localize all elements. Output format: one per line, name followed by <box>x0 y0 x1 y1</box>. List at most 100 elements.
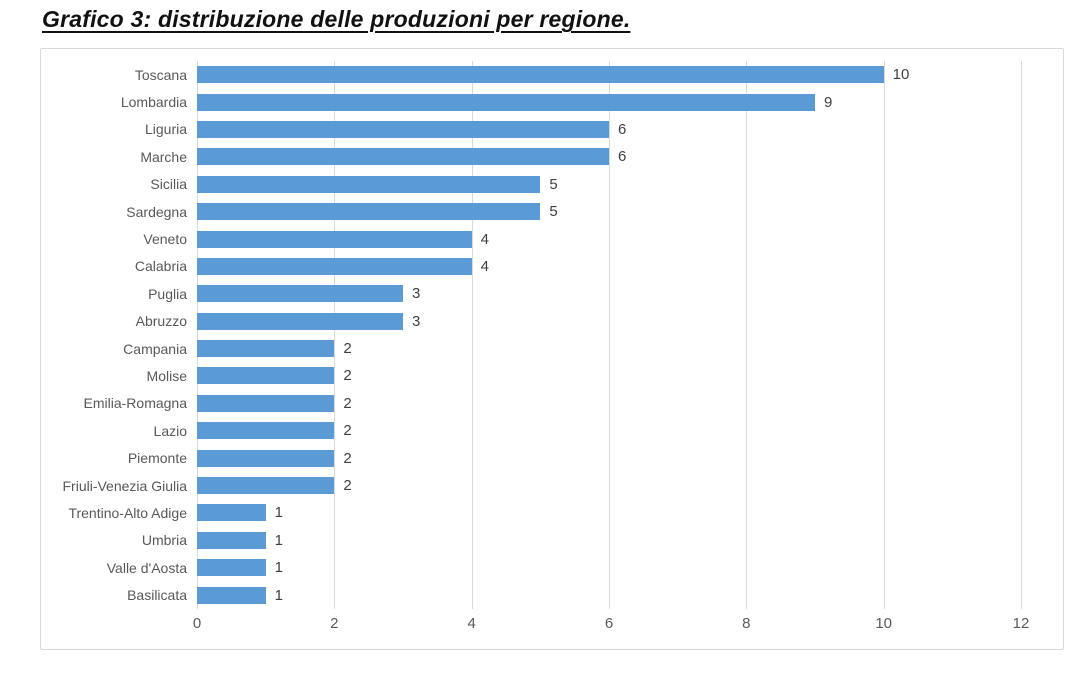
bar-row: Toscana 10 <box>41 61 1021 88</box>
bar-row: Liguria 6 <box>41 116 1021 143</box>
category-label: Marche <box>140 148 187 165</box>
value-label: 5 <box>549 175 558 193</box>
bar-row: Sicilia 5 <box>41 171 1021 198</box>
value-label: 2 <box>343 422 352 440</box>
category-label: Molise <box>146 367 187 384</box>
category-label: Toscana <box>134 66 187 83</box>
bar <box>197 367 335 385</box>
value-label: 2 <box>343 367 352 385</box>
bar-track: 2 <box>197 472 1021 499</box>
category-label: Lazio <box>153 422 187 439</box>
bar-track: 1 <box>197 499 1021 526</box>
category-label: Campania <box>123 340 187 357</box>
category-label: Piemonte <box>127 450 187 467</box>
bar <box>197 120 609 138</box>
bar-track: 9 <box>197 88 1021 115</box>
category-label: Trentino-Alto Adige <box>68 504 187 521</box>
bar-track: 10 <box>197 61 1021 88</box>
bar-track: 2 <box>197 390 1021 417</box>
bar <box>197 230 472 248</box>
bar <box>197 175 541 193</box>
category-label: Valle d'Aosta <box>106 559 187 576</box>
bar <box>197 422 335 440</box>
bar-track: 5 <box>197 198 1021 225</box>
bar <box>197 66 884 84</box>
value-label: 1 <box>274 531 283 549</box>
category-label: Puglia <box>148 285 187 302</box>
bar-row: Lazio 2 <box>41 417 1021 444</box>
bar <box>197 148 609 166</box>
bar-track: 4 <box>197 225 1021 252</box>
bar-row: Basilicata 1 <box>41 581 1021 608</box>
bar-row: Umbria 1 <box>41 527 1021 554</box>
x-tick-label: 0 <box>192 615 202 632</box>
bar-row: Valle d'Aosta 1 <box>41 554 1021 581</box>
category-label: Umbria <box>141 532 187 549</box>
x-axis: 0 2 4 6 8 10 12 <box>193 615 1030 639</box>
bar-track: 2 <box>197 444 1021 471</box>
bar-track: 1 <box>197 554 1021 581</box>
value-label: 1 <box>274 559 283 577</box>
value-label: 1 <box>274 504 283 522</box>
bar-track: 1 <box>197 527 1021 554</box>
bar-row: Emilia-Romagna 2 <box>41 390 1021 417</box>
bar-track: 4 <box>197 253 1021 280</box>
bar <box>197 504 266 522</box>
bar-chart: Toscana 10 Lombardia 9 Liguria 6 Marche 6 Sicili… <box>40 48 1064 650</box>
bar-track: 6 <box>197 116 1021 143</box>
bar <box>197 312 403 330</box>
bar-row: Piemonte 2 <box>41 444 1021 471</box>
bar <box>197 394 335 412</box>
bar <box>197 203 541 221</box>
bar-row: Campania 2 <box>41 335 1021 362</box>
category-label: Calabria <box>134 258 187 275</box>
category-label: Emilia-Romagna <box>83 395 187 412</box>
value-label: 3 <box>412 312 421 330</box>
bar-row: Molise 2 <box>41 362 1021 389</box>
category-label: Basilicata <box>127 587 187 604</box>
bar <box>197 340 335 358</box>
bar-track: 3 <box>197 308 1021 335</box>
gridline <box>1021 61 1022 609</box>
chart-title: Grafico 3: distribuzione delle produzion… <box>42 6 631 32</box>
bar-row: Trentino-Alto Adige 1 <box>41 499 1021 526</box>
bar <box>197 449 335 467</box>
bar <box>197 477 335 495</box>
category-label: Sardegna <box>126 203 187 220</box>
category-label: Friuli-Venezia Giulia <box>62 477 188 494</box>
x-tick-label: 6 <box>604 615 614 632</box>
x-tick-label: 8 <box>742 615 751 632</box>
value-label: 2 <box>343 477 352 495</box>
value-label: 6 <box>618 148 627 166</box>
bar-row: Marche 6 <box>41 143 1021 170</box>
category-label: Abruzzo <box>135 313 187 330</box>
value-label: 10 <box>892 66 910 84</box>
value-label: 2 <box>343 449 352 467</box>
value-label: 9 <box>824 93 833 111</box>
bar-rows: Toscana 10 Lombardia 9 Liguria 6 Marche 6 Sicili… <box>41 61 1021 609</box>
bar-row: Calabria 4 <box>41 253 1021 280</box>
value-label: 4 <box>480 257 489 275</box>
x-tick-label: 4 <box>467 615 476 632</box>
x-tick-label: 12 <box>1012 615 1030 632</box>
bar-track: 2 <box>197 417 1021 444</box>
bar-row: Veneto 4 <box>41 225 1021 252</box>
bar <box>197 257 472 275</box>
category-label: Sicilia <box>150 176 187 193</box>
value-label: 1 <box>274 586 283 604</box>
category-label: Veneto <box>143 231 187 248</box>
bar <box>197 285 403 303</box>
bar-track: 1 <box>197 581 1021 608</box>
x-tick-label: 2 <box>330 615 339 632</box>
x-tick-label: 10 <box>875 615 892 632</box>
bar <box>197 531 266 549</box>
value-label: 4 <box>480 230 489 248</box>
bar-row: Lombardia 9 <box>41 88 1021 115</box>
bar-row: Friuli-Venezia Giulia 2 <box>41 472 1021 499</box>
bar-row: Abruzzo 3 <box>41 308 1021 335</box>
bar-track: 2 <box>197 362 1021 389</box>
bar-track: 3 <box>197 280 1021 307</box>
value-label: 5 <box>549 203 558 221</box>
bar <box>197 586 266 604</box>
